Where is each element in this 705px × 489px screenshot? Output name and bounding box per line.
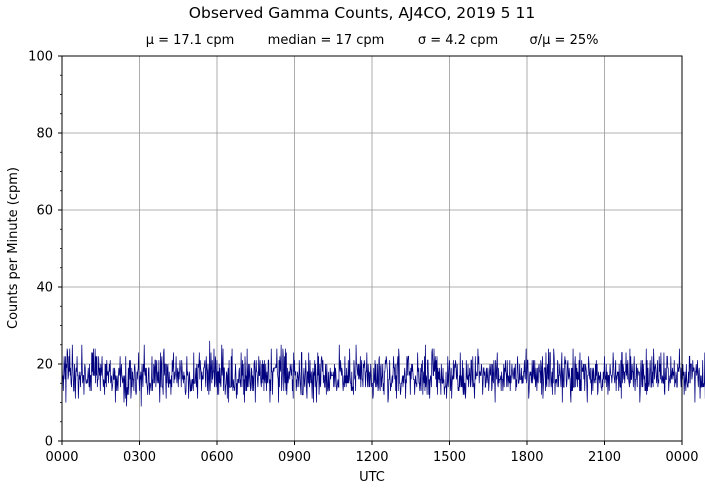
x-tick-label: 1500 <box>433 450 466 465</box>
y-tick-label: 60 <box>36 204 53 219</box>
stats-subtitle: μ = 17.1 cpm median = 17 cpm σ = 4.2 cpm… <box>146 33 599 48</box>
x-tick-label: 0000 <box>665 450 698 465</box>
x-axis: 0000 0300 0600 0900 1200 1500 1800 2100 0000 <box>45 441 699 465</box>
x-tick-label: 0000 <box>45 450 78 465</box>
x-tick-label: 0600 <box>200 450 233 465</box>
x-tick-label: 0900 <box>278 450 311 465</box>
chart-title: Observed Gamma Counts, AJ4CO, 2019 5 11 <box>189 4 535 22</box>
y-tick-label: 20 <box>36 358 53 373</box>
grid-lines <box>62 56 682 441</box>
y-tick-label: 80 <box>36 127 53 142</box>
y-tick-label: 40 <box>36 281 53 296</box>
gamma-count-series-line <box>61 340 705 407</box>
y-axis-label: Counts per Minute (cpm) <box>6 167 21 329</box>
x-tick-label: 1800 <box>510 450 543 465</box>
stat-mean: μ = 17.1 cpm <box>146 33 235 48</box>
stat-median: median = 17 cpm <box>268 33 385 48</box>
plot-area <box>61 340 705 407</box>
y-tick-label: 100 <box>28 50 53 65</box>
x-axis-label: UTC <box>359 470 385 485</box>
x-tick-label: 2100 <box>588 450 621 465</box>
x-tick-label: 0300 <box>123 450 156 465</box>
y-axis: 0 20 40 60 80 100 <box>28 50 62 450</box>
x-tick-label: 1200 <box>355 450 388 465</box>
stat-relative-stddev: σ/μ = 25% <box>530 33 599 48</box>
stat-stddev: σ = 4.2 cpm <box>418 33 498 48</box>
y-tick-label: 0 <box>45 435 53 450</box>
